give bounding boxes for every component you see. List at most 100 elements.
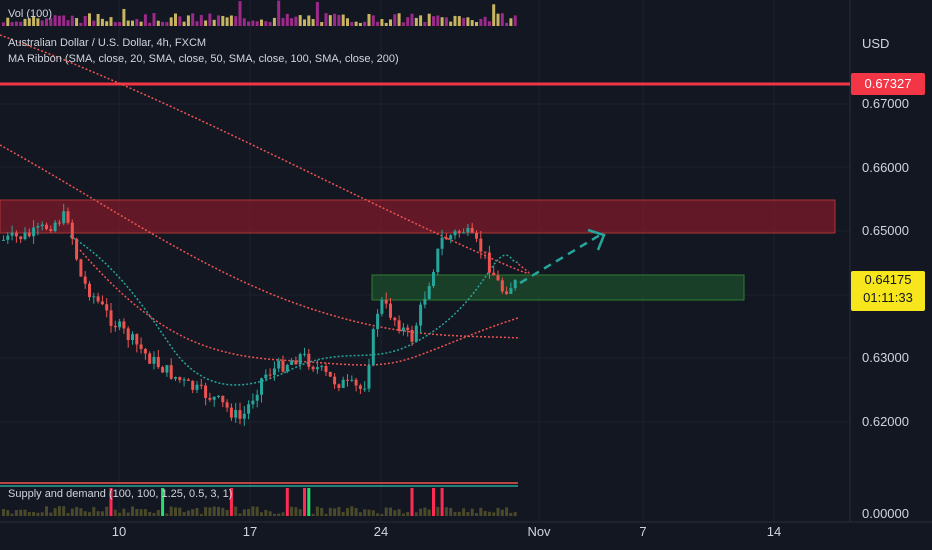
volume-bar [380, 19, 384, 26]
volume-bar [285, 13, 289, 26]
candle-body [513, 280, 517, 289]
price-tick: 0.67000 [862, 96, 909, 111]
candle-body [6, 235, 10, 240]
sd-bar [419, 508, 423, 516]
sd-bar [449, 507, 453, 516]
candle-body [466, 227, 470, 233]
candle-body [363, 388, 367, 390]
candle-body [346, 379, 349, 381]
symbol-title[interactable]: Australian Dollar / U.S. Dollar, 4h, FXC… [8, 37, 207, 49]
candle-body [165, 365, 169, 373]
volume-bar [479, 18, 483, 26]
candle-body [453, 231, 457, 236]
sd-bar [285, 488, 289, 516]
volume-label[interactable]: Vol (100) [8, 8, 53, 20]
sd-bar [178, 507, 182, 516]
candle-body [96, 296, 100, 302]
sd-bar [432, 488, 435, 516]
volume-bar [6, 17, 10, 26]
sd-bar [462, 508, 466, 516]
sd-bar [436, 506, 440, 516]
sd-bar [238, 513, 242, 516]
candle-body [19, 236, 23, 240]
volume-bar [165, 22, 169, 26]
volume-bar [27, 18, 31, 26]
candle-body [212, 396, 216, 400]
sd-bar [272, 513, 276, 516]
volume-bar [66, 20, 70, 26]
candle-body [440, 237, 444, 249]
volume-bar [2, 22, 5, 26]
candle-body [324, 366, 328, 372]
candle-body [49, 229, 53, 232]
currency-label: USD [862, 36, 890, 51]
candle-body [169, 365, 173, 379]
volume-bar [92, 20, 96, 26]
candle-body [27, 232, 31, 237]
supply-demand-label[interactable]: Supply and demand (100, 100, 1.25, 0.5, … [8, 488, 233, 500]
volume-bar [444, 17, 448, 26]
candle-body [483, 251, 487, 253]
volume-bar [161, 21, 165, 26]
candle-body [23, 232, 27, 240]
volume-bar [255, 21, 259, 26]
sd-bar [444, 507, 448, 516]
candles [2, 203, 517, 426]
candle-body [315, 367, 319, 370]
volume-bar [14, 21, 18, 26]
sd-bar [358, 512, 362, 516]
candle-body [384, 299, 388, 304]
projection-arrow-head [587, 228, 606, 251]
sd-bar [208, 507, 212, 516]
candle-body [126, 328, 130, 341]
candle-body [264, 374, 268, 379]
sd-bar [191, 509, 195, 516]
candle-body [307, 353, 311, 367]
volume-bar [509, 18, 513, 26]
sd-bar [466, 512, 470, 516]
candle-body [234, 410, 238, 418]
candle-body [195, 384, 199, 390]
candle-body [500, 280, 504, 292]
volume-bar [156, 20, 160, 26]
sd-bar [346, 508, 349, 516]
candle-body [92, 296, 96, 298]
candle-body [380, 299, 384, 314]
candle-body [118, 321, 122, 328]
sd-bar [66, 513, 70, 516]
candle-body [53, 222, 57, 232]
candle-body [303, 353, 306, 355]
volume-bar [440, 17, 444, 26]
volume-bar [505, 22, 509, 26]
candle-body [371, 329, 375, 366]
candle-body [367, 365, 371, 389]
sd-bar [6, 510, 10, 516]
candle-body [182, 379, 186, 381]
price-tick: 0.65000 [862, 223, 909, 238]
sd-bar [105, 506, 109, 516]
volume-bar [350, 22, 354, 26]
candle-body [268, 374, 272, 376]
projection-arrow [519, 233, 601, 285]
volume-bar [436, 15, 440, 26]
sd-bar [57, 506, 61, 516]
volume-bar [337, 15, 341, 26]
volume-bar [199, 15, 203, 26]
candle-body [423, 298, 427, 305]
volume-bar [298, 15, 302, 26]
sd-bar [19, 509, 23, 516]
ma-50-line [79, 249, 519, 366]
sd-bar [487, 511, 491, 516]
sd-bar [479, 507, 483, 516]
sd-bar [255, 506, 259, 516]
sd-bar [229, 488, 233, 516]
candle-body [32, 227, 36, 237]
sd-bar [92, 507, 96, 516]
volume-bar [346, 18, 349, 26]
candle-body [36, 226, 40, 228]
volume-bar [242, 18, 246, 26]
sd-bar [354, 508, 358, 516]
ma-ribbon-label[interactable]: MA Ribbon (SMA, close, 20, SMA, close, 5… [8, 53, 399, 65]
candle-body [479, 238, 483, 252]
